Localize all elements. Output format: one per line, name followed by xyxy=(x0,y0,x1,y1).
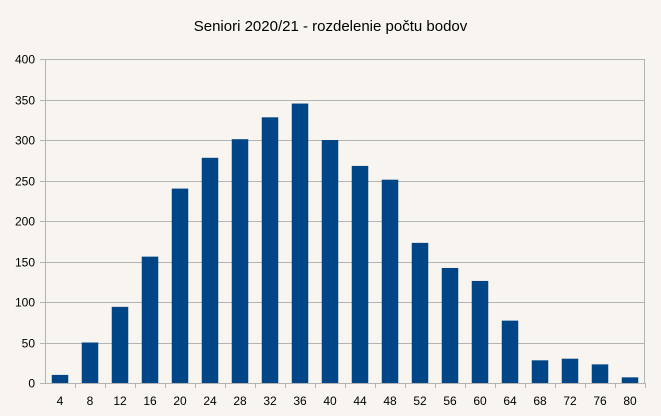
x-tick-label: 52 xyxy=(413,394,427,408)
x-tick-label: 56 xyxy=(443,394,457,408)
y-tick-label: 100 xyxy=(15,296,35,310)
bar-28 xyxy=(231,139,249,383)
y-tick-label: 250 xyxy=(15,175,35,189)
x-tick-label: 16 xyxy=(143,394,157,408)
x-tick-label: 60 xyxy=(473,394,487,408)
x-tick-label: 64 xyxy=(503,394,517,408)
bar-60 xyxy=(471,280,489,383)
x-tick-label: 44 xyxy=(353,394,367,408)
y-tick-label: 50 xyxy=(22,337,36,351)
x-tick-label: 28 xyxy=(233,394,247,408)
bar-80 xyxy=(621,377,639,383)
bar-76 xyxy=(591,364,609,383)
bar-72 xyxy=(561,358,579,383)
y-tick-label: 0 xyxy=(28,377,35,391)
bar-36 xyxy=(291,103,309,384)
bar-48 xyxy=(381,179,399,383)
x-tick-label: 72 xyxy=(563,394,577,408)
x-tick-label: 48 xyxy=(383,394,397,408)
bar-68 xyxy=(531,360,549,383)
x-tick-label: 40 xyxy=(323,394,337,408)
bar-44 xyxy=(351,165,369,383)
bar-40 xyxy=(321,140,339,383)
x-tick-label: 24 xyxy=(203,394,217,408)
y-tick-label: 150 xyxy=(15,256,35,270)
chart-title: Seniori 2020/21 - rozdelenie počtu bodov xyxy=(193,18,468,35)
bar-32 xyxy=(261,117,279,383)
y-tick-label: 200 xyxy=(15,215,35,229)
x-tick-label: 36 xyxy=(293,394,307,408)
bar-16 xyxy=(141,256,159,383)
bar-24 xyxy=(201,157,219,383)
bar-12 xyxy=(111,306,129,383)
bar-8 xyxy=(81,342,99,383)
x-tick-label: 4 xyxy=(57,394,64,408)
bar-20 xyxy=(171,188,189,383)
bar-52 xyxy=(411,242,429,383)
bar-56 xyxy=(441,267,459,383)
x-tick-label: 12 xyxy=(113,394,127,408)
x-tick-label: 68 xyxy=(533,394,547,408)
x-tick-label: 20 xyxy=(173,394,187,408)
bar-64 xyxy=(501,320,519,383)
x-tick-label: 32 xyxy=(263,394,277,408)
y-tick-label: 400 xyxy=(15,53,35,67)
y-tick-label: 300 xyxy=(15,134,35,148)
x-tick-label: 8 xyxy=(87,394,94,408)
x-tick-label: 80 xyxy=(623,394,637,408)
bar-4 xyxy=(51,374,69,383)
y-tick-label: 350 xyxy=(15,94,35,108)
x-tick-label: 76 xyxy=(593,394,607,408)
